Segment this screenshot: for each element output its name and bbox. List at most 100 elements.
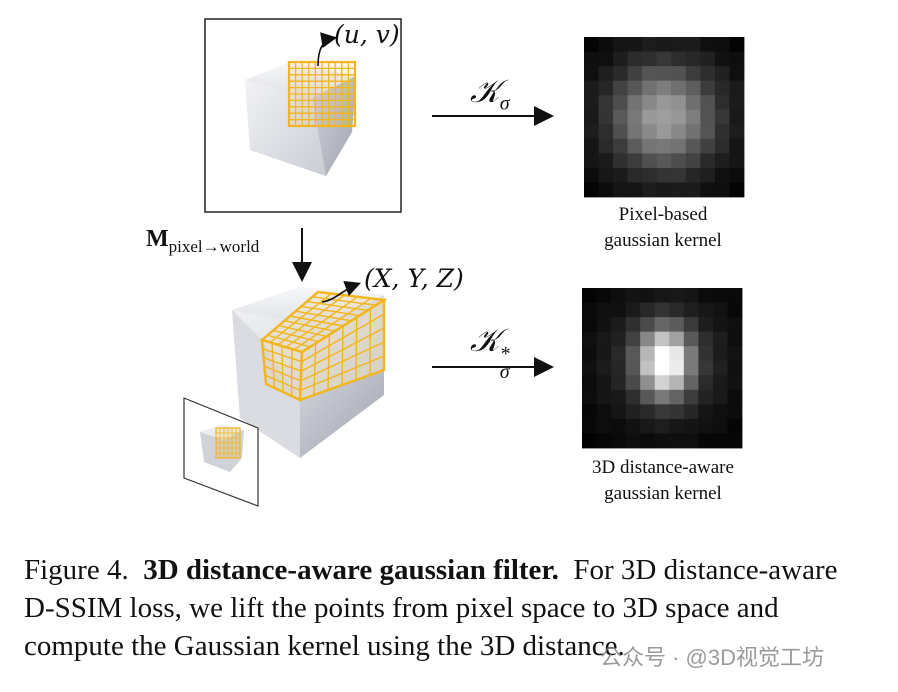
kernel-cell <box>700 124 716 140</box>
pixel-kernel-caption-line2: gaussian kernel <box>604 230 722 251</box>
kernel-cell <box>685 138 701 154</box>
kernel-cell <box>598 167 614 183</box>
grid-line <box>264 374 301 392</box>
kernel-cell <box>714 95 730 111</box>
grid-line <box>313 343 317 396</box>
kernel-cell <box>654 288 670 303</box>
kernel-cell <box>714 167 730 183</box>
kernel-cell <box>598 109 614 125</box>
kernel-cell <box>669 433 685 449</box>
kernel-cell <box>642 95 658 111</box>
kernel-cell <box>685 95 701 111</box>
kernel-cell <box>625 331 641 347</box>
kernel-cell <box>642 37 658 52</box>
kernel-cell <box>598 124 614 140</box>
kernel-cell <box>596 331 612 347</box>
kernel-cell <box>714 138 730 154</box>
kernel-cell <box>683 288 699 303</box>
kernel-cell <box>698 346 714 362</box>
kernel-cell <box>712 360 728 376</box>
watermark: 公众号 · @3D视觉工坊 <box>600 645 825 670</box>
kernel-cell <box>584 80 599 96</box>
kernel-cell <box>613 109 629 125</box>
kernel-cell <box>613 80 629 96</box>
kernel-cell <box>683 317 699 333</box>
kernel-cell <box>700 167 716 183</box>
figure-caption: Figure 4. 3D distance-aware gaussian fil… <box>24 551 874 665</box>
kernel-cell <box>727 302 743 318</box>
kernel-cell <box>712 375 728 391</box>
caption-title: 3D distance-aware gaussian filter. <box>143 554 559 586</box>
kernel-cell <box>683 375 699 391</box>
kernel-cell <box>671 95 687 111</box>
kernel-cell <box>582 375 597 391</box>
kernel-cell <box>596 360 612 376</box>
kernel-cell <box>640 331 656 347</box>
top-kernel-operator: 𝒦σ <box>470 73 510 115</box>
kernel-cell <box>729 153 745 169</box>
kernel-cell <box>671 153 687 169</box>
kernel-cell <box>596 302 612 318</box>
kernel-cell <box>669 288 685 303</box>
kernel-cell <box>640 360 656 376</box>
kernel-cell <box>712 389 728 405</box>
kernel-cell <box>656 37 672 52</box>
kernel-cell <box>656 109 672 125</box>
kernel-cell <box>640 404 656 420</box>
kernel-cell <box>642 80 658 96</box>
kernel-cell <box>640 317 656 333</box>
kernel-cell <box>596 375 612 391</box>
kernel-cell <box>598 153 614 169</box>
kernel-cell <box>698 389 714 405</box>
kernel-cell <box>613 95 629 111</box>
kernel-cell <box>627 167 643 183</box>
kernel-cell <box>712 317 728 333</box>
kernel-cell <box>642 182 658 198</box>
kernel-cell <box>669 375 685 391</box>
grid-line <box>263 356 302 372</box>
kernel-cell <box>669 360 685 376</box>
kernel-cell <box>656 182 672 198</box>
kernel-cell <box>654 404 670 420</box>
kernel-cell <box>598 80 614 96</box>
grid-line <box>295 310 352 322</box>
kernel-cell <box>714 182 730 198</box>
kernel-cell <box>700 66 716 82</box>
kernel-cell <box>671 124 687 140</box>
top-image-frame <box>204 18 402 213</box>
kernel-cell <box>698 360 714 376</box>
kernel-cell <box>596 389 612 405</box>
kernel-cell <box>640 375 656 391</box>
kernel-cell <box>669 404 685 420</box>
kernel-cell <box>613 51 629 67</box>
grid-line <box>293 297 372 351</box>
kernel-cell <box>727 375 743 391</box>
distance-kernel-caption-line2: gaussian kernel <box>604 483 722 504</box>
kernel-cell <box>700 109 716 125</box>
grid-line <box>262 348 302 363</box>
kernel-cell <box>683 331 699 347</box>
uv-label: (u, v) <box>334 20 400 49</box>
kernel-cell <box>625 346 641 362</box>
kernel-cell <box>671 66 687 82</box>
top-pixel-grid <box>287 60 357 128</box>
kernel-cell <box>654 360 670 376</box>
kernel-cell <box>627 153 643 169</box>
distance-kernel-caption-line1: 3D distance-aware <box>592 457 734 478</box>
kernel-cell <box>613 153 629 169</box>
kernel-cell <box>712 331 728 347</box>
grid-line <box>264 365 302 382</box>
grid-line <box>284 320 335 332</box>
kernel-cell <box>613 37 629 52</box>
kernel-cell <box>582 302 597 318</box>
grid-line <box>312 296 376 306</box>
kernel-cell <box>729 95 745 111</box>
kernel-cell <box>671 80 687 96</box>
kernel-cell <box>642 109 658 125</box>
kernel-cell <box>729 167 745 183</box>
kernel-cell <box>582 288 597 303</box>
kernel-cell <box>625 360 641 376</box>
kernel-cell <box>584 124 599 140</box>
kernel-cell <box>656 167 672 183</box>
kernel-cell <box>669 331 685 347</box>
